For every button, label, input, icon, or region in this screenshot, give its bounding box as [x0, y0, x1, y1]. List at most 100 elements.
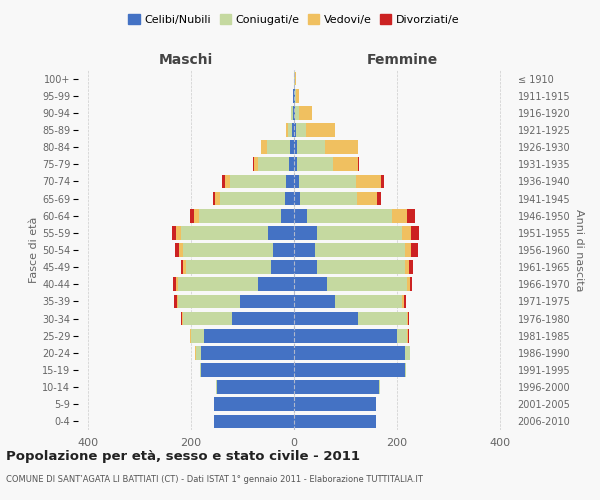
Bar — [194, 209, 199, 222]
Bar — [294, 414, 376, 428]
Bar — [292, 123, 294, 137]
Bar — [295, 72, 296, 86]
Bar — [294, 226, 317, 239]
Bar — [294, 312, 358, 326]
Bar — [408, 329, 409, 342]
Bar — [240, 294, 294, 308]
Bar — [404, 260, 409, 274]
Bar — [190, 329, 191, 342]
Bar — [173, 278, 176, 291]
Bar — [196, 346, 202, 360]
Bar — [294, 192, 300, 205]
Bar — [358, 158, 359, 171]
Bar — [195, 346, 196, 360]
Bar — [294, 398, 376, 411]
Bar — [293, 106, 294, 120]
Bar — [404, 346, 410, 360]
Bar — [314, 243, 404, 257]
Bar — [184, 260, 186, 274]
Bar — [307, 209, 392, 222]
Bar — [300, 192, 357, 205]
Bar — [307, 123, 335, 137]
Bar — [224, 174, 230, 188]
Bar — [296, 89, 299, 102]
Bar — [191, 329, 204, 342]
Bar — [258, 278, 294, 291]
Bar — [213, 192, 215, 205]
Bar — [202, 363, 294, 377]
Bar — [292, 106, 293, 120]
Bar — [281, 209, 294, 222]
Bar — [392, 209, 407, 222]
Bar — [407, 209, 415, 222]
Bar — [230, 174, 286, 188]
Bar — [216, 380, 217, 394]
Bar — [356, 174, 382, 188]
Bar — [317, 260, 404, 274]
Bar — [217, 380, 294, 394]
Bar — [186, 260, 271, 274]
Bar — [404, 243, 411, 257]
Bar — [268, 226, 294, 239]
Bar — [409, 260, 413, 274]
Bar — [286, 123, 289, 137]
Bar — [294, 158, 296, 171]
Bar — [271, 260, 294, 274]
Bar — [407, 278, 410, 291]
Bar — [295, 89, 296, 102]
Bar — [335, 294, 402, 308]
Y-axis label: Anni di nascita: Anni di nascita — [574, 209, 584, 291]
Bar — [294, 278, 328, 291]
Bar — [176, 278, 178, 291]
Bar — [357, 192, 377, 205]
Bar — [317, 226, 402, 239]
Bar — [267, 140, 290, 154]
Bar — [181, 226, 268, 239]
Bar — [179, 243, 184, 257]
Bar — [178, 278, 258, 291]
Bar — [411, 226, 419, 239]
Y-axis label: Fasce di età: Fasce di età — [29, 217, 39, 283]
Text: Maschi: Maschi — [159, 52, 213, 66]
Bar — [290, 140, 294, 154]
Bar — [294, 329, 397, 342]
Bar — [410, 278, 412, 291]
Bar — [408, 312, 409, 326]
Bar — [184, 312, 232, 326]
Bar — [184, 243, 274, 257]
Bar — [296, 158, 332, 171]
Bar — [181, 312, 182, 326]
Text: COMUNE DI SANT’AGATA LI BATTIATI (CT) - Dati ISTAT 1° gennaio 2011 - Elaborazion: COMUNE DI SANT’AGATA LI BATTIATI (CT) - … — [6, 475, 423, 484]
Bar — [379, 380, 380, 394]
Bar — [296, 140, 325, 154]
Bar — [407, 312, 408, 326]
Text: Femmine: Femmine — [367, 52, 437, 66]
Bar — [294, 123, 296, 137]
Bar — [200, 363, 202, 377]
Bar — [190, 209, 194, 222]
Bar — [285, 192, 294, 205]
Bar — [294, 174, 299, 188]
Bar — [174, 294, 177, 308]
Bar — [299, 174, 356, 188]
Bar — [294, 346, 404, 360]
Bar — [215, 192, 220, 205]
Bar — [253, 158, 254, 171]
Bar — [377, 192, 382, 205]
Bar — [294, 260, 317, 274]
Bar — [397, 329, 407, 342]
Bar — [404, 363, 406, 377]
Bar — [178, 294, 240, 308]
Bar — [202, 346, 294, 360]
Bar — [289, 123, 292, 137]
Bar — [294, 106, 295, 120]
Bar — [214, 414, 294, 428]
Bar — [254, 158, 258, 171]
Bar — [258, 158, 289, 171]
Bar — [274, 243, 294, 257]
Bar — [232, 312, 294, 326]
Bar — [176, 226, 181, 239]
Bar — [294, 209, 307, 222]
Bar — [175, 243, 179, 257]
Bar — [296, 123, 307, 137]
